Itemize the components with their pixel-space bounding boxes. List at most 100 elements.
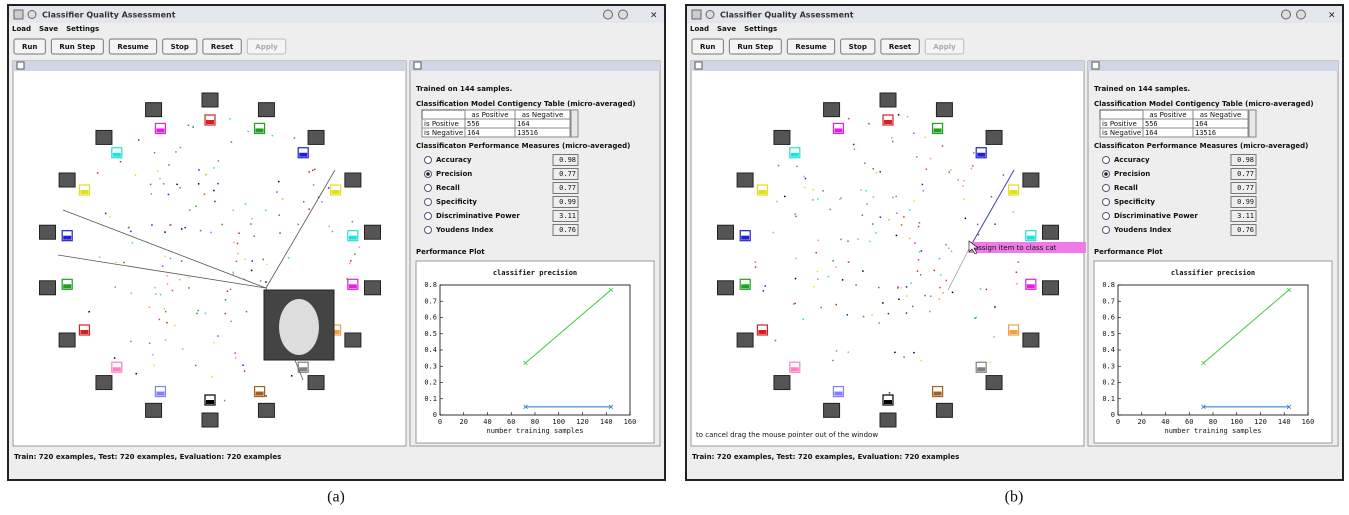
close-button[interactable]: × xyxy=(1328,11,1336,21)
sample-dot xyxy=(773,232,775,234)
radio-button[interactable] xyxy=(1103,213,1110,220)
class-image[interactable] xyxy=(880,93,896,107)
menu-item[interactable]: Load xyxy=(690,25,709,33)
class-image[interactable] xyxy=(59,333,75,347)
sample-dot xyxy=(817,271,819,273)
class-image[interactable] xyxy=(880,413,896,427)
sample-dot xyxy=(233,242,235,244)
measure-label: Precision xyxy=(1114,170,1150,178)
table-cell-text: is Negative xyxy=(1102,129,1141,137)
menu-item[interactable]: Settings xyxy=(66,25,99,33)
window-control[interactable] xyxy=(1282,10,1291,19)
window-control[interactable] xyxy=(619,10,628,19)
class-image[interactable] xyxy=(986,376,1002,390)
radio-button[interactable] xyxy=(1103,199,1110,206)
window-control[interactable] xyxy=(604,10,613,19)
menu-item[interactable]: Load xyxy=(12,25,31,33)
class-image[interactable] xyxy=(986,130,1002,144)
class-image[interactable] xyxy=(737,173,753,187)
class-image[interactable] xyxy=(364,225,380,239)
x-tick-label: 100 xyxy=(552,418,565,426)
class-image[interactable] xyxy=(774,130,790,144)
window-icon xyxy=(692,10,701,19)
class-image[interactable] xyxy=(718,225,734,239)
sample-dot xyxy=(795,216,797,218)
radio-button[interactable] xyxy=(425,227,432,234)
x-axis-label: number training samples xyxy=(487,427,584,435)
class-image[interactable] xyxy=(40,225,56,239)
window-menu-button[interactable] xyxy=(28,11,36,19)
class-image[interactable] xyxy=(308,130,324,144)
close-button[interactable]: × xyxy=(650,11,658,21)
sample-dot xyxy=(804,187,806,189)
sample-dot xyxy=(876,172,878,174)
sample-dot xyxy=(906,312,908,314)
window-control[interactable] xyxy=(1297,10,1306,19)
menu-item[interactable]: Settings xyxy=(744,25,777,33)
y-tick-label: 0.3 xyxy=(1102,362,1115,370)
class-image[interactable] xyxy=(774,376,790,390)
sample-dot xyxy=(822,190,824,192)
sample-dot xyxy=(153,365,155,367)
class-image[interactable] xyxy=(345,333,361,347)
menu-item[interactable]: Save xyxy=(717,25,736,33)
y-tick-label: 0.1 xyxy=(1102,395,1115,403)
class-image[interactable] xyxy=(146,403,162,417)
class-image[interactable] xyxy=(824,103,840,117)
plot-box xyxy=(416,261,654,443)
radio-button[interactable] xyxy=(425,213,432,220)
class-image[interactable] xyxy=(96,376,112,390)
class-image[interactable] xyxy=(202,413,218,427)
class-image[interactable] xyxy=(258,103,274,117)
class-image[interactable] xyxy=(936,103,952,117)
menu-item[interactable]: Save xyxy=(39,25,58,33)
table-cell-text: 556 xyxy=(1145,120,1158,128)
class-image[interactable] xyxy=(936,403,952,417)
class-image[interactable] xyxy=(96,130,112,144)
button-label: Apply xyxy=(255,43,278,51)
class-image[interactable] xyxy=(1023,333,1039,347)
sample-dot xyxy=(920,274,922,276)
class-image[interactable] xyxy=(308,376,324,390)
sample-dot xyxy=(973,152,975,154)
class-image[interactable] xyxy=(737,333,753,347)
class-image[interactable] xyxy=(1042,225,1058,239)
radio-button[interactable] xyxy=(1103,157,1110,164)
sample-dot xyxy=(260,280,262,282)
class-image[interactable] xyxy=(364,281,380,295)
sample-dot xyxy=(926,168,928,170)
sample-dot xyxy=(172,290,174,292)
radio-button[interactable] xyxy=(1103,227,1110,234)
sample-dot xyxy=(182,348,184,350)
table-scrollbar[interactable] xyxy=(571,110,578,137)
sample-dot xyxy=(909,238,911,240)
radio-button[interactable] xyxy=(425,185,432,192)
class-image[interactable] xyxy=(718,281,734,295)
class-image[interactable] xyxy=(824,403,840,417)
sample-dot xyxy=(233,210,235,212)
sample-dot xyxy=(817,198,819,200)
class-image[interactable] xyxy=(40,281,56,295)
class-image[interactable] xyxy=(202,93,218,107)
sample-dot xyxy=(235,357,237,359)
class-box-fill xyxy=(741,284,749,288)
table-scrollbar[interactable] xyxy=(1249,110,1256,137)
section-title: Performance Plot xyxy=(416,248,485,256)
radio-button[interactable] xyxy=(425,157,432,164)
sample-dot xyxy=(903,356,905,358)
plot-title: classifier precision xyxy=(493,269,577,277)
measure-label: Discriminative Power xyxy=(1114,212,1198,220)
class-image[interactable] xyxy=(59,173,75,187)
class-image[interactable] xyxy=(146,103,162,117)
class-image[interactable] xyxy=(345,173,361,187)
class-image[interactable] xyxy=(1023,173,1039,187)
window-menu-button[interactable] xyxy=(706,11,714,19)
sample-dot xyxy=(247,131,249,133)
radio-button[interactable] xyxy=(425,199,432,206)
x-tick-label: 40 xyxy=(483,418,491,426)
button-label: Run xyxy=(22,43,37,51)
class-image[interactable] xyxy=(258,403,274,417)
radio-button[interactable] xyxy=(1103,185,1110,192)
class-image[interactable] xyxy=(1042,281,1058,295)
sample-dot xyxy=(359,246,361,248)
